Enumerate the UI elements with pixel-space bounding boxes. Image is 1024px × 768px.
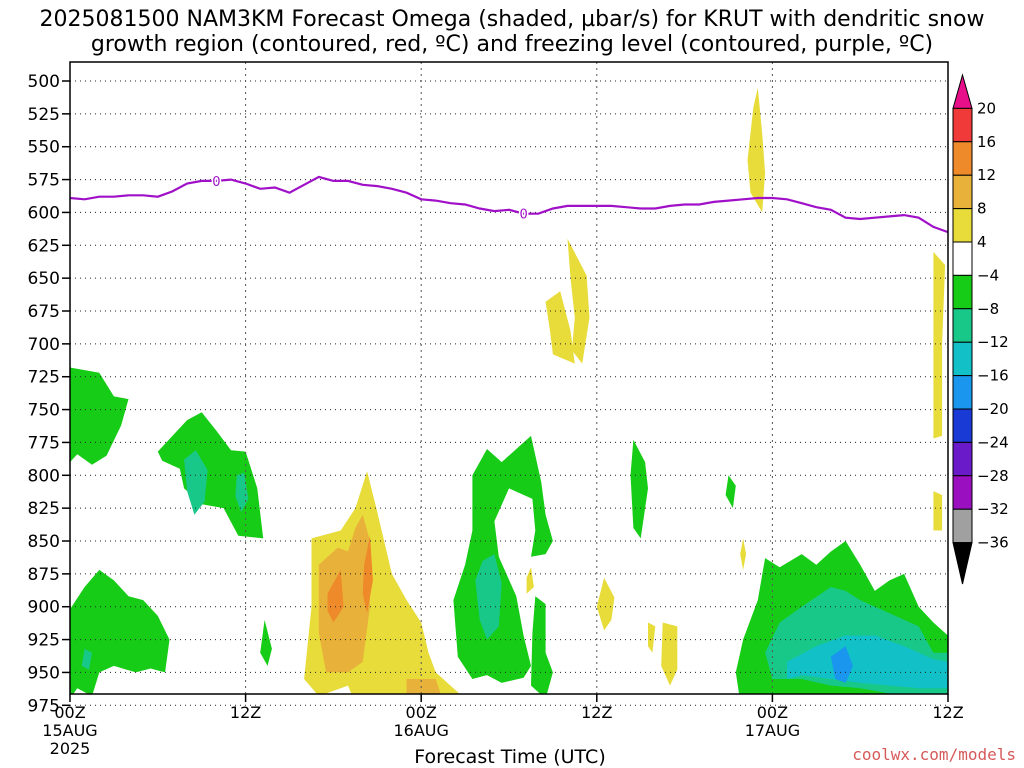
colorbar-swatch-0: [952, 73, 973, 109]
x-tick-date-0: 15AUG: [42, 721, 97, 740]
colorbar-swatch-3: [952, 174, 973, 210]
colorbar-label-1: 16: [977, 133, 996, 151]
colorbar-label-6: −8: [977, 300, 999, 318]
y-tick-label-725: 725: [28, 368, 60, 388]
colorbar-swatch-11: [952, 441, 973, 477]
omega-region-14: [531, 596, 553, 694]
omega-region-20: [830, 646, 853, 683]
colorbar-label-8: −16: [977, 367, 1009, 385]
x-axis-title: Forecast Time (UTC): [414, 746, 605, 768]
omega-region-4: [70, 569, 170, 694]
colorbar-label-12: −32: [977, 500, 1009, 518]
y-tick-label-525: 525: [28, 105, 60, 125]
x-tick-date-4: 17AUG: [745, 721, 800, 740]
y-tick-label-750: 750: [28, 401, 60, 421]
omega-region-6: [260, 619, 272, 666]
x-tick-label-3: 12Z: [581, 703, 612, 722]
freezing-level-line: [69, 175, 949, 234]
omega-region-26: [526, 567, 534, 594]
y-tick-label-950: 950: [28, 663, 60, 683]
y-tick-label-675: 675: [28, 302, 60, 322]
omega-region-23: [747, 87, 766, 213]
y-tick-label-550: 550: [28, 138, 60, 158]
x-tick-label-4: 00Z: [757, 703, 788, 722]
x-tick-label-5: 12Z: [932, 703, 963, 722]
colorbar-label-0: 20: [977, 99, 996, 117]
freezing-level-layer: 00: [69, 173, 949, 234]
y-tick-label-650: 650: [28, 269, 60, 289]
omega-region-15: [630, 439, 648, 539]
colorbar-label-10: −24: [977, 433, 1009, 451]
y-tick-label-775: 775: [28, 433, 60, 453]
omega-region-2: [184, 450, 208, 515]
x-tick-year-0: 2025: [50, 739, 91, 758]
y-tick-label-975: 975: [28, 696, 60, 716]
colorbar-swatch-4: [952, 208, 973, 243]
colorbar-swatch-6: [952, 274, 973, 310]
x-tick-label-0: 00Z: [54, 703, 85, 722]
axes: 500 525 550 575 600 625 650 675 700 725 750 775 800 8…: [28, 61, 964, 758]
colorbar-label-5: −4: [977, 266, 999, 284]
colorbar-swatch-7: [952, 308, 973, 343]
credit-text: coolwx.com/models: [852, 745, 1016, 764]
colorbar-swatch-2: [952, 141, 973, 176]
omega-region-5: [81, 648, 92, 670]
chart-title: 2025081500 NAM3KM Forecast Omega (shaded…: [39, 7, 985, 32]
colorbar-label-3: 8: [977, 200, 987, 218]
freezing-level-label-0: 0: [212, 175, 220, 190]
x-tick-label-1: 12Z: [230, 703, 261, 722]
omega-region-13: [475, 554, 502, 640]
omega-region-24: [933, 251, 946, 439]
freezing-level-label-1: 0: [519, 208, 527, 223]
plot-frame: [69, 61, 949, 695]
x-tick-label-2: 00Z: [406, 703, 437, 722]
colorbar-label-9: −20: [977, 400, 1009, 418]
omega-region-19: [787, 635, 948, 689]
omega-region-10: [362, 535, 373, 614]
y-tick-label-825: 825: [28, 499, 60, 519]
omega-region-16: [725, 475, 736, 509]
omega-region-25: [933, 491, 943, 531]
y-tick-label-800: 800: [28, 466, 60, 486]
omega-region-22: [545, 291, 575, 364]
omega-shading-layer: [70, 87, 948, 694]
omega-region-0: [70, 367, 129, 465]
colorbar-label-13: −36: [977, 534, 1009, 552]
y-tick-label-850: 850: [28, 532, 60, 552]
colorbar-swatch-8: [952, 341, 973, 377]
y-tick-label-575: 575: [28, 171, 60, 191]
omega-region-30: [648, 622, 656, 653]
omega-region-29: [740, 538, 747, 570]
omega-region-12: [453, 435, 553, 683]
colorbar-swatch-12: [952, 475, 973, 510]
y-tick-label-500: 500: [28, 72, 60, 92]
y-tick-label-900: 900: [28, 598, 60, 618]
omega-region-8: [318, 514, 370, 673]
colorbar-swatch-1: [952, 107, 973, 143]
omega-region-11: [406, 679, 441, 694]
omega-region-21: [567, 238, 590, 364]
colorbar-swatch-14: [952, 542, 973, 585]
omega-region-28: [661, 622, 678, 686]
colorbar-swatch-9: [952, 375, 973, 410]
colorbar-label-2: 12: [977, 166, 996, 184]
colorbar-swatch-10: [952, 408, 973, 443]
x-tick-date-2: 16AUG: [393, 721, 448, 740]
omega-region-9: [327, 569, 344, 623]
y-tick-label-625: 625: [28, 236, 60, 256]
y-tick-label-700: 700: [28, 335, 60, 355]
colorbar-label-4: 4: [977, 233, 987, 251]
chart-subtitle: growth region (contoured, red, ºC) and f…: [90, 32, 934, 57]
colorbar-swatch-13: [952, 508, 973, 544]
colorbar-label-11: −28: [977, 467, 1009, 485]
colorbar: 20 16 12 8 4 −4 −8 −12 −16 −20 −24 −28 −32 −36: [952, 73, 1009, 585]
omega-region-27: [596, 577, 615, 631]
y-tick-label-600: 600: [28, 203, 60, 223]
y-tick-label-925: 925: [28, 631, 60, 651]
colorbar-swatch-5: [952, 241, 973, 276]
y-tick-label-875: 875: [28, 565, 60, 585]
colorbar-label-7: −12: [977, 333, 1009, 351]
